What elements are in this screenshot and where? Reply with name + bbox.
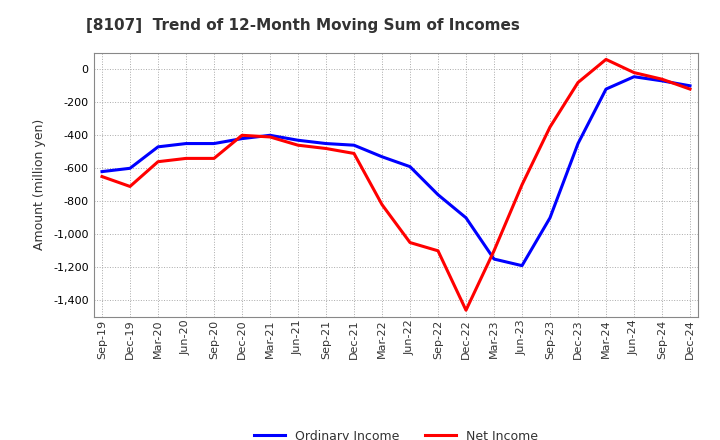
Ordinary Income — [266, 132, 274, 138]
Ordinary Income — [574, 141, 582, 146]
Net Income — [518, 182, 526, 187]
Ordinary Income — [602, 86, 611, 92]
Net Income — [181, 156, 190, 161]
Ordinary Income — [153, 144, 162, 150]
Net Income — [350, 151, 359, 156]
Ordinary Income — [98, 169, 107, 174]
Net Income — [405, 240, 414, 245]
Net Income — [657, 77, 666, 82]
Ordinary Income — [294, 138, 302, 143]
Net Income — [462, 308, 470, 313]
Y-axis label: Amount (million yen): Amount (million yen) — [33, 119, 46, 250]
Ordinary Income — [405, 164, 414, 169]
Ordinary Income — [685, 83, 694, 88]
Net Income — [210, 156, 218, 161]
Ordinary Income — [490, 257, 498, 262]
Ordinary Income — [462, 215, 470, 220]
Ordinary Income — [181, 141, 190, 146]
Ordinary Income — [657, 78, 666, 84]
Ordinary Income — [322, 141, 330, 146]
Net Income — [153, 159, 162, 164]
Text: [8107]  Trend of 12-Month Moving Sum of Incomes: [8107] Trend of 12-Month Moving Sum of I… — [86, 18, 521, 33]
Ordinary Income — [630, 74, 639, 79]
Net Income — [126, 184, 135, 189]
Net Income — [294, 143, 302, 148]
Ordinary Income — [546, 215, 554, 220]
Ordinary Income — [378, 154, 387, 159]
Ordinary Income — [350, 143, 359, 148]
Line: Net Income: Net Income — [102, 59, 690, 310]
Net Income — [378, 202, 387, 207]
Ordinary Income — [126, 165, 135, 171]
Legend: Ordinary Income, Net Income: Ordinary Income, Net Income — [249, 425, 543, 440]
Ordinary Income — [210, 141, 218, 146]
Line: Ordinary Income: Ordinary Income — [102, 77, 690, 266]
Net Income — [490, 248, 498, 253]
Net Income — [630, 70, 639, 75]
Net Income — [266, 134, 274, 139]
Net Income — [574, 80, 582, 85]
Net Income — [602, 57, 611, 62]
Net Income — [685, 86, 694, 92]
Net Income — [546, 125, 554, 130]
Ordinary Income — [238, 136, 246, 141]
Net Income — [238, 132, 246, 138]
Net Income — [98, 174, 107, 179]
Ordinary Income — [433, 192, 442, 197]
Net Income — [322, 146, 330, 151]
Net Income — [433, 248, 442, 253]
Ordinary Income — [518, 263, 526, 268]
